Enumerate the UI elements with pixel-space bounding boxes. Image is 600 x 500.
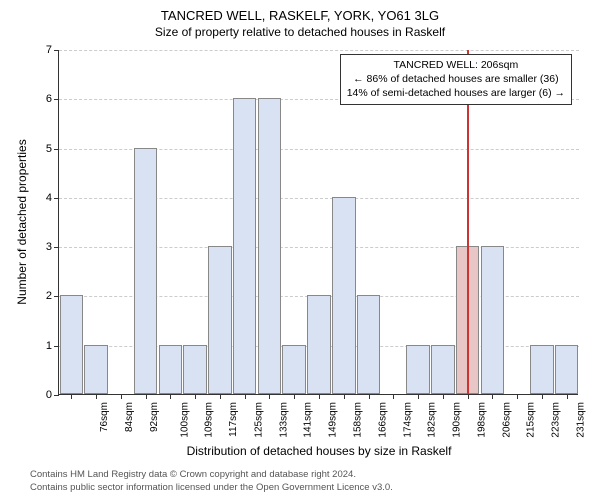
xtick-label: 174sqm <box>402 402 413 438</box>
xtick-mark <box>567 394 568 399</box>
xtick-label: 206sqm <box>501 402 512 438</box>
ytick-label: 3 <box>32 241 52 253</box>
bar <box>183 345 207 394</box>
ytick-label: 6 <box>32 93 52 105</box>
xtick-label: 100sqm <box>179 402 190 438</box>
ytick-mark <box>54 198 59 199</box>
xtick-mark <box>344 394 345 399</box>
xtick-mark <box>319 394 320 399</box>
footer: Contains HM Land Registry data © Crown c… <box>30 469 393 494</box>
xtick-mark <box>195 394 196 399</box>
ytick-mark <box>54 247 59 248</box>
title-main: TANCRED WELL, RASKELF, YORK, YO61 3LG <box>0 0 600 23</box>
ytick-mark <box>54 99 59 100</box>
bar <box>406 345 430 394</box>
xtick-mark <box>269 394 270 399</box>
xtick-mark <box>393 394 394 399</box>
ytick-label: 2 <box>32 290 52 302</box>
bar <box>431 345 455 394</box>
xtick-mark <box>146 394 147 399</box>
xtick-mark <box>170 394 171 399</box>
chart-container: TANCRED WELL, RASKELF, YORK, YO61 3LG Si… <box>0 0 600 500</box>
xtick-label: 141sqm <box>303 402 314 438</box>
xtick-label: 182sqm <box>427 402 438 438</box>
ytick-mark <box>54 346 59 347</box>
bar <box>159 345 183 394</box>
ytick-mark <box>54 395 59 396</box>
bar <box>233 98 257 394</box>
info-line-1: TANCRED WELL: 206sqm <box>347 58 565 72</box>
xtick-label: 215sqm <box>526 402 537 438</box>
xtick-mark <box>542 394 543 399</box>
bar <box>282 345 306 394</box>
xtick-label: 190sqm <box>452 402 463 438</box>
xtick-mark <box>492 394 493 399</box>
ytick-label: 5 <box>32 143 52 155</box>
bar <box>530 345 554 394</box>
xtick-label: 231sqm <box>575 402 586 438</box>
xtick-mark <box>294 394 295 399</box>
bar <box>481 246 505 394</box>
info-box: TANCRED WELL: 206sqm ← 86% of detached h… <box>340 54 572 105</box>
ytick-label: 1 <box>32 340 52 352</box>
y-axis-label: Number of detached properties <box>15 139 29 304</box>
bar <box>134 148 158 394</box>
xtick-mark <box>96 394 97 399</box>
bar <box>555 345 579 394</box>
xtick-mark <box>517 394 518 399</box>
bar <box>208 246 232 394</box>
xtick-label: 125sqm <box>254 402 265 438</box>
xtick-mark <box>220 394 221 399</box>
bar <box>332 197 356 394</box>
ytick-mark <box>54 296 59 297</box>
xtick-label: 149sqm <box>328 402 339 438</box>
xtick-label: 158sqm <box>353 402 364 438</box>
xtick-label: 109sqm <box>204 402 215 438</box>
ytick-label: 0 <box>32 389 52 401</box>
xtick-mark <box>369 394 370 399</box>
info-line-3: 14% of semi-detached houses are larger (… <box>347 86 565 100</box>
bar <box>307 295 331 394</box>
xtick-label: 166sqm <box>377 402 388 438</box>
xtick-mark <box>71 394 72 399</box>
xtick-mark <box>245 394 246 399</box>
info-line-2: ← 86% of detached houses are smaller (36… <box>347 72 565 86</box>
bar <box>84 345 108 394</box>
title-sub: Size of property relative to detached ho… <box>0 23 600 39</box>
chart-area: 76sqm84sqm92sqm100sqm109sqm117sqm125sqm1… <box>58 50 578 395</box>
plot-region: 76sqm84sqm92sqm100sqm109sqm117sqm125sqm1… <box>58 50 578 395</box>
bar <box>357 295 381 394</box>
ytick-label: 7 <box>32 44 52 56</box>
xtick-label: 133sqm <box>278 402 289 438</box>
footer-line-1: Contains HM Land Registry data © Crown c… <box>30 469 393 481</box>
xtick-label: 84sqm <box>124 402 135 432</box>
xtick-label: 117sqm <box>228 402 239 437</box>
ytick-mark <box>54 50 59 51</box>
bar <box>60 295 84 394</box>
xtick-label: 198sqm <box>476 402 487 438</box>
footer-line-2: Contains public sector information licen… <box>30 482 393 494</box>
xtick-mark <box>443 394 444 399</box>
xtick-mark <box>468 394 469 399</box>
xtick-mark <box>418 394 419 399</box>
xtick-label: 223sqm <box>551 402 562 438</box>
bar <box>258 98 282 394</box>
xtick-label: 92sqm <box>149 402 160 432</box>
xtick-mark <box>121 394 122 399</box>
ytick-mark <box>54 149 59 150</box>
xtick-label: 76sqm <box>99 402 110 432</box>
x-axis-label: Distribution of detached houses by size … <box>59 444 579 458</box>
ytick-label: 4 <box>32 192 52 204</box>
